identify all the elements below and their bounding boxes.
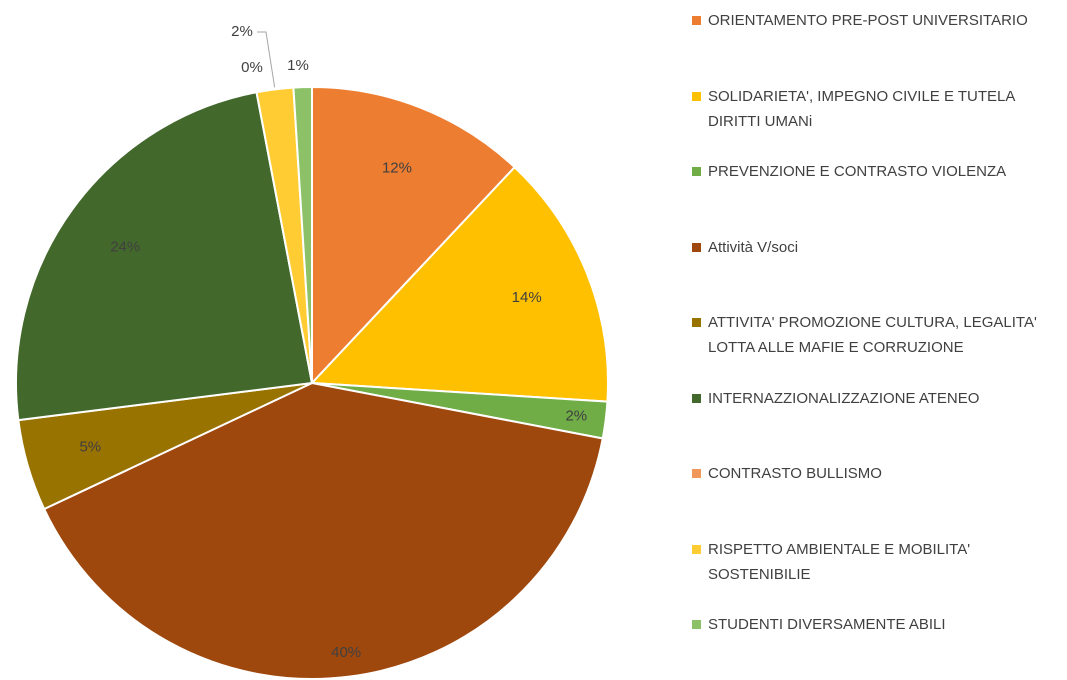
legend-swatch	[692, 620, 701, 629]
legend-swatch	[692, 91, 701, 101]
data-label: 40%	[331, 644, 361, 661]
pie-slice	[15, 91, 314, 422]
data-label: 5%	[79, 438, 101, 455]
data-label: 12%	[382, 159, 412, 176]
legend-label: PREVENZIONE E CONTRASTO VIOLENZA	[708, 163, 1007, 180]
pie-slice	[309, 165, 609, 403]
legend-swatch	[692, 544, 701, 554]
pie-slice	[311, 85, 517, 386]
legend-label: ORIENTAMENTO PRE-POST UNIVERSITARIO	[708, 12, 1028, 29]
leader-line	[257, 31, 276, 88]
legend-item: RISPETTO AMBIENTALE E MOBILITA' SOSTENIB…	[692, 537, 1052, 587]
legend-item: Attività V/soci	[692, 235, 1052, 260]
legend-swatch	[692, 393, 701, 403]
legend-item: CONTRASTO BULLISMO	[692, 461, 1052, 486]
data-label: 1%	[287, 57, 309, 74]
legend-item: STUDENTI DIVERSAMENTE ABILI	[692, 612, 1052, 637]
pie-slice	[292, 85, 313, 384]
legend-swatch	[692, 469, 701, 478]
legend-swatch	[692, 242, 701, 252]
legend-item: PREVENZIONE E CONTRASTO VIOLENZA	[692, 159, 1052, 184]
legend-label: SOLIDARIETA', IMPEGNO CIVILE E TUTELA DI…	[708, 87, 1015, 130]
legend-label: ATTIVITA' PROMOZIONE CULTURA, LEGALITA' …	[708, 314, 1037, 356]
legend-item: INTERNAZZIONALIZZAZIONE ATENEO	[692, 386, 1052, 411]
legend-swatch	[692, 318, 701, 327]
legend-item: ORIENTAMENTO PRE-POST UNIVERSITARIO	[692, 8, 1052, 33]
legend-swatch	[692, 16, 701, 25]
legend-swatch	[692, 167, 701, 176]
data-label: 0%	[241, 59, 263, 76]
legend-item: SOLIDARIETA', IMPEGNO CIVILE E TUTELA DI…	[692, 84, 1052, 134]
data-label: 24%	[110, 238, 140, 255]
legend-label: CONTRASTO BULLISMO	[708, 465, 882, 482]
legend-item: ATTIVITA' PROMOZIONE CULTURA, LEGALITA' …	[692, 310, 1052, 360]
data-label: 14%	[512, 289, 542, 306]
data-label: 2%	[565, 407, 587, 424]
legend-label: Attività V/soci	[708, 238, 799, 256]
pie-slice	[42, 381, 604, 680]
legend-label: RISPETTO AMBIENTALE E MOBILITA' SOSTENIB…	[708, 540, 971, 583]
legend-label: INTERNAZZIONALIZZAZIONE ATENEO	[708, 389, 980, 407]
data-label: 2%	[231, 23, 253, 40]
legend-label: STUDENTI DIVERSAMENTE ABILI	[708, 616, 946, 633]
